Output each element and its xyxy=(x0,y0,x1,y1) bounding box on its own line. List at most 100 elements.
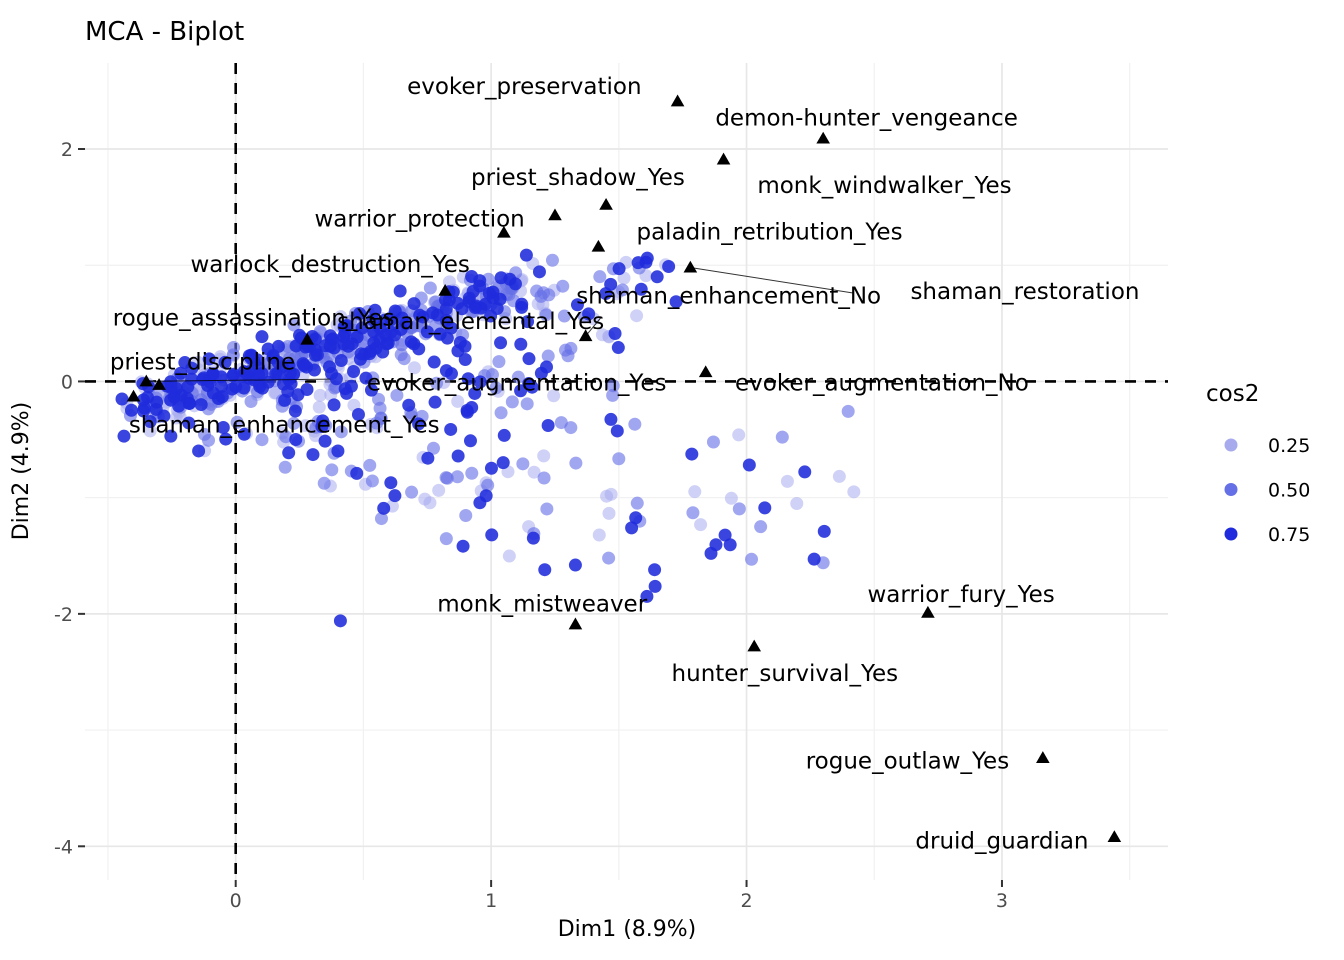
individual-point xyxy=(606,388,620,402)
y-tick-label: -4 xyxy=(54,836,73,858)
individual-point xyxy=(745,552,759,566)
individual-point xyxy=(354,347,368,361)
individual-point xyxy=(288,404,302,418)
individual-point xyxy=(289,432,303,446)
category-label: druid_guardian xyxy=(915,828,1088,854)
individual-point xyxy=(412,417,426,431)
individual-point xyxy=(340,386,354,400)
individual-point xyxy=(541,349,555,363)
individual-point xyxy=(458,353,472,367)
individual-point xyxy=(428,395,442,409)
individual-point xyxy=(461,372,475,386)
individual-point xyxy=(602,506,616,520)
category-label: priest_shadow_Yes xyxy=(471,165,685,191)
individual-point xyxy=(412,342,426,356)
individual-point xyxy=(230,415,244,429)
category-point xyxy=(1107,830,1122,842)
category-labels: evoker_preservation demon-hunter_vengeanc… xyxy=(110,74,1140,854)
category-point xyxy=(599,197,613,210)
legend-item: 0.25 xyxy=(1224,435,1310,457)
individual-point xyxy=(630,496,644,510)
individual-point xyxy=(625,521,639,535)
individual-point xyxy=(569,456,583,470)
individual-point xyxy=(218,355,232,369)
y-tick-label: 2 xyxy=(61,139,73,161)
legend-key-dot xyxy=(1224,483,1238,496)
individual-point xyxy=(313,388,327,402)
category-label: rogue_assassination_Yes xyxy=(113,306,395,332)
category-point xyxy=(497,225,511,238)
category-point xyxy=(438,283,452,296)
category-point xyxy=(548,208,562,221)
individual-point xyxy=(405,485,419,499)
individual-point xyxy=(662,259,676,273)
individual-point xyxy=(539,308,553,322)
axis-tick-marks xyxy=(78,148,1003,887)
individual-point xyxy=(266,348,280,362)
category-point xyxy=(591,239,606,252)
category-point xyxy=(683,260,698,273)
category-label: shaman_elemental_Yes xyxy=(337,309,604,335)
individual-point xyxy=(514,337,528,351)
individual-point xyxy=(279,430,293,444)
individual-point xyxy=(450,470,464,484)
individual-point xyxy=(496,456,510,470)
individual-point xyxy=(704,546,718,560)
category-label: warlock_destruction_Yes xyxy=(191,252,470,278)
individual-point xyxy=(143,415,157,429)
individual-point xyxy=(325,463,339,477)
individual-point xyxy=(629,511,643,525)
individual-point xyxy=(489,381,503,395)
individual-point xyxy=(282,359,296,373)
category-point xyxy=(921,605,935,618)
individual-point xyxy=(351,408,365,422)
label-segment xyxy=(585,317,602,337)
y-axis-title: Dim2 (4.9%) xyxy=(9,402,34,541)
individual-point xyxy=(181,380,195,394)
category-label: monk_mistweaver xyxy=(437,591,647,617)
individual-point xyxy=(485,528,499,542)
individual-point xyxy=(374,411,388,425)
label-segment xyxy=(690,267,854,294)
individual-point xyxy=(215,390,229,404)
individual-point xyxy=(505,395,519,409)
individual-point xyxy=(432,483,446,497)
legend-items: 0.25 0.50 0.75 xyxy=(1224,435,1310,546)
individual-point xyxy=(606,379,620,393)
individual-point xyxy=(610,424,624,438)
individual-point xyxy=(451,394,465,408)
individual-point xyxy=(315,420,329,434)
legend-key-dot xyxy=(1224,527,1238,541)
individual-point xyxy=(327,398,341,412)
individual-point xyxy=(492,355,506,369)
individual-point xyxy=(182,416,196,430)
individual-point xyxy=(287,318,301,332)
individual-point xyxy=(648,563,662,577)
individual-point xyxy=(545,253,559,267)
individual-point xyxy=(732,428,746,442)
individual-point xyxy=(706,435,720,449)
individual-point xyxy=(420,325,434,339)
category-label: warrior_protection xyxy=(314,207,524,233)
individual-point xyxy=(775,430,789,444)
repel-segments xyxy=(146,267,854,382)
individual-point xyxy=(225,382,239,396)
individual-point xyxy=(174,366,188,380)
individual-point xyxy=(459,508,473,522)
individual-point xyxy=(604,487,618,501)
y-tick-label: -2 xyxy=(54,604,73,626)
individual-point xyxy=(137,404,151,418)
individual-point xyxy=(413,308,427,322)
individual-point xyxy=(277,377,291,391)
individual-point xyxy=(640,589,654,603)
individual-point xyxy=(522,352,536,366)
individual-point xyxy=(402,398,416,412)
individual-point xyxy=(426,306,440,320)
individual-point xyxy=(439,532,453,546)
individual-point xyxy=(244,395,258,409)
individual-point xyxy=(291,388,305,402)
individual-point xyxy=(602,551,616,565)
category-point xyxy=(1036,751,1050,763)
individual-point xyxy=(832,469,846,483)
